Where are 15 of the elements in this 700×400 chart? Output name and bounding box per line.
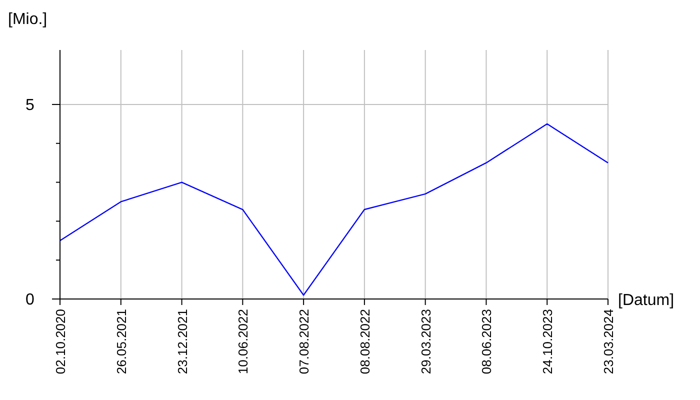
y-axis-title: [Mio.] <box>8 11 48 28</box>
x-tick-label: 07.08.2022 <box>296 309 312 374</box>
x-tick-label: 23.12.2021 <box>174 309 190 374</box>
y-tick-label: 0 <box>26 292 35 309</box>
x-tick-label: 08.06.2023 <box>479 309 494 374</box>
x-tick-label: 02.10.2020 <box>53 309 68 374</box>
line-series <box>59 123 609 296</box>
x-tick-label: 10.06.2022 <box>236 309 251 374</box>
x-tick-label: 08.08.2022 <box>357 309 372 374</box>
x-tick-label: 23.03.2024 <box>601 309 616 374</box>
x-axis-title: [Datum] <box>618 292 674 309</box>
x-tick-label: 26.05.2021 <box>114 309 129 374</box>
y-tick-label: 5 <box>26 97 35 114</box>
x-tick-label: 29.03.2023 <box>418 309 434 374</box>
x-tick-label: 24.10.2023 <box>540 309 556 374</box>
